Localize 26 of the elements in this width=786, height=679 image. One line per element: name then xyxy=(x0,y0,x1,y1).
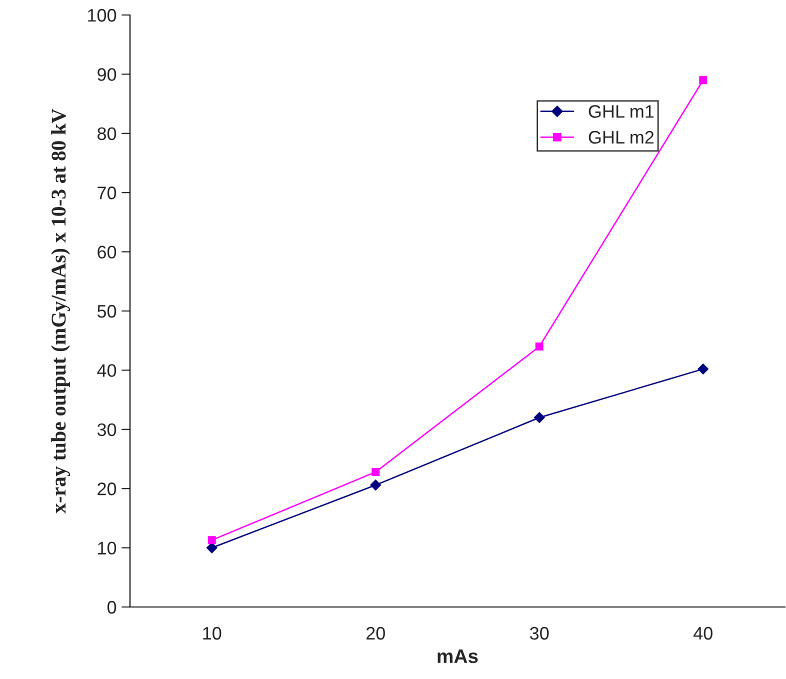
x-axis-title: mAs xyxy=(438,650,478,664)
point xyxy=(208,536,216,544)
point xyxy=(534,412,545,423)
y-tick-label: 50 xyxy=(97,304,116,318)
y-axis-title: x-ray tube output (mGy/mAs) x 10-3 at 80 kV xyxy=(51,108,70,514)
y-tick-label: 90 xyxy=(98,68,116,81)
y-tick-label: 30 xyxy=(97,423,116,436)
x-tick-label: 10 xyxy=(203,626,222,640)
x-tick-label: 20 xyxy=(366,626,385,640)
legend-label: GHL m1 xyxy=(588,105,654,118)
y-tick-label: 80 xyxy=(98,127,116,140)
y-tick-label: 20 xyxy=(98,482,116,496)
x-tick-label: 30 xyxy=(530,626,549,640)
y-tick-label: 40 xyxy=(97,364,116,377)
point xyxy=(699,76,708,84)
point xyxy=(535,342,544,351)
y-tick-label: 0 xyxy=(107,600,116,614)
y-tick-label: 100 xyxy=(88,8,116,22)
point xyxy=(372,468,380,476)
y-tick-label: 10 xyxy=(98,542,116,555)
x-tick-label: 40 xyxy=(694,626,712,640)
point xyxy=(370,480,382,490)
legend-label: GHL m2 xyxy=(588,130,654,144)
y-tick-label: 70 xyxy=(98,186,116,200)
point xyxy=(698,364,709,374)
y-tick-label: 60 xyxy=(98,246,116,259)
